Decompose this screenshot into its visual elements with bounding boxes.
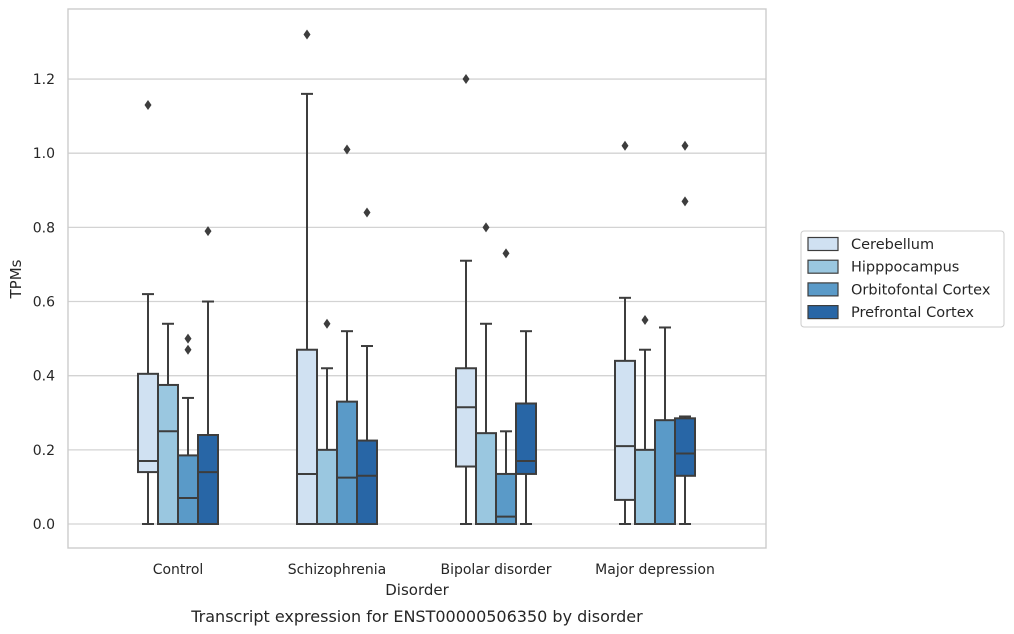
- box: [177, 454, 199, 526]
- plot-area-frame: [67, 8, 767, 549]
- y-tick-label: 0.6: [33, 295, 55, 311]
- outlier-point: [184, 333, 192, 344]
- outlier-point: [343, 144, 351, 155]
- box: [296, 348, 318, 525]
- outlier-point: [303, 29, 311, 40]
- outlier-point: [144, 99, 152, 110]
- y-tick-label: 0.0: [33, 517, 55, 533]
- outlier-point: [462, 74, 470, 85]
- y-tick-label: 1.0: [33, 146, 55, 162]
- box: [356, 439, 378, 526]
- y-tick-label: 0.4: [33, 369, 55, 385]
- legend-item: Hipppocampus: [807, 259, 959, 276]
- x-axis-ticks: Control Schizophrenia Bipolar disorder Majo…: [153, 562, 715, 578]
- outlier-point: [681, 140, 689, 151]
- series-cerebellum: [137, 29, 636, 525]
- outlier-point: [641, 315, 649, 326]
- legend-swatch: [807, 259, 839, 274]
- box: [495, 472, 517, 525]
- outlier-point: [184, 344, 192, 355]
- box: [197, 434, 219, 525]
- y-tick-label: 0.2: [33, 443, 55, 459]
- box: [336, 400, 358, 525]
- box: [475, 432, 497, 525]
- outlier-point: [681, 196, 689, 207]
- legend-frame: [800, 230, 1005, 328]
- legend-label: Cerebellum: [851, 237, 934, 253]
- legend-item: Prefrontal Cortex: [807, 305, 974, 321]
- legend-label: Prefrontal Cortex: [851, 305, 974, 321]
- y-axis-ticks: 0.0 0.2 0.4 0.6 0.8 1.0 1.2: [33, 72, 55, 533]
- outlier-point: [363, 207, 371, 218]
- legend-label: Orbitofontal Cortex: [851, 282, 991, 298]
- x-tick-label: Bipolar disorder: [440, 562, 551, 578]
- legend-swatch: [807, 282, 839, 297]
- legend: Cerebellum Hipppocampus Orbitofontal Corte…: [800, 230, 1005, 328]
- outlier-point: [323, 318, 331, 329]
- chart-caption: Transcript expression for ENST0000050635…: [190, 607, 643, 626]
- x-tick-label: Schizophrenia: [288, 562, 386, 578]
- gridlines: [68, 78, 766, 525]
- outlier-point: [621, 140, 629, 151]
- legend-swatch: [807, 305, 839, 320]
- box: [137, 372, 159, 474]
- y-tick-label: 0.8: [33, 220, 55, 236]
- box: [654, 419, 676, 525]
- x-tick-label: Major depression: [595, 562, 715, 578]
- box: [157, 383, 179, 526]
- box-series: [137, 29, 696, 526]
- x-axis-label: Disorder: [385, 581, 449, 599]
- outlier-point: [482, 222, 490, 233]
- legend-item: Orbitofontal Cortex: [807, 282, 991, 298]
- box: [455, 367, 477, 468]
- y-tick-label: 1.2: [33, 72, 55, 88]
- legend-item: Cerebellum: [807, 236, 934, 253]
- legend-swatch: [807, 236, 839, 252]
- box: [515, 402, 537, 475]
- outlier-point: [502, 248, 510, 259]
- box: [316, 448, 338, 525]
- box: [674, 417, 696, 477]
- legend-label: Hipppocampus: [851, 260, 959, 276]
- series-hipppocampus: [157, 222, 656, 526]
- series-orbitofontal-cortex: [177, 144, 676, 526]
- x-tick-label: Control: [153, 562, 204, 578]
- outlier-point: [204, 226, 212, 237]
- y-axis-label: TPMs: [7, 259, 25, 299]
- series-prefrontal-cortex: [197, 140, 696, 526]
- box: [634, 448, 656, 525]
- box: [614, 359, 636, 501]
